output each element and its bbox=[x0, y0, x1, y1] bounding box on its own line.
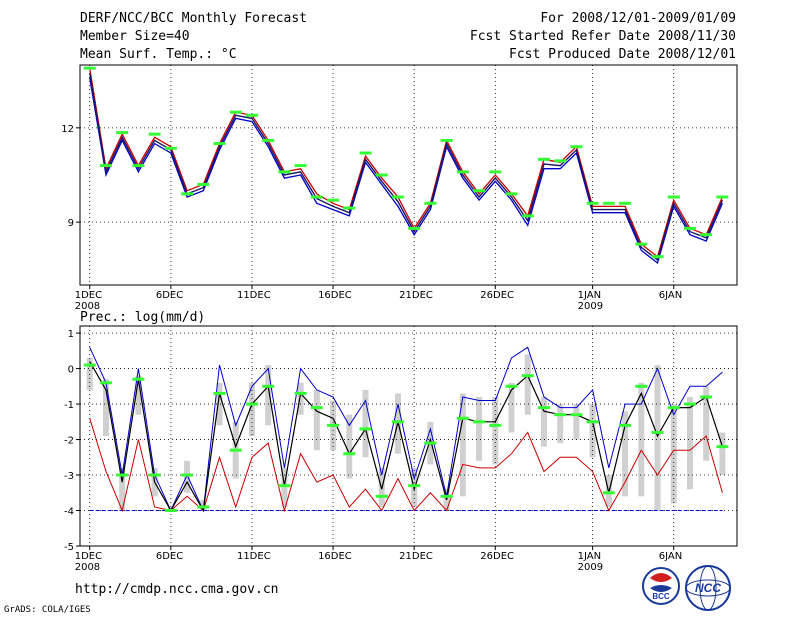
bcc-logo-text: BCC bbox=[652, 592, 670, 601]
ncc-logo: NCC bbox=[685, 565, 731, 611]
spread-bar bbox=[524, 354, 531, 415]
spread-bar bbox=[313, 389, 320, 451]
spread-bar bbox=[167, 506, 174, 511]
y-tick-label: -5 bbox=[64, 542, 74, 553]
x-tick-label: 16DEC bbox=[318, 551, 352, 562]
spread-bar bbox=[248, 382, 255, 436]
x-tick-label: 6DEC bbox=[156, 290, 183, 301]
y-tick-label: 12 bbox=[61, 124, 74, 135]
y-tick-label: -4 bbox=[64, 507, 74, 518]
y-tick-label: -1 bbox=[64, 400, 74, 411]
spread-bar bbox=[281, 467, 288, 507]
x-tick-label: 26DEC bbox=[480, 551, 514, 562]
spread-bar bbox=[362, 389, 369, 458]
x-tick-year: 2008 bbox=[75, 301, 100, 312]
member-size: Member Size=40 bbox=[80, 29, 190, 44]
prec-max-line bbox=[89, 346, 723, 513]
spread-bar bbox=[654, 365, 661, 511]
spread-bar bbox=[573, 404, 580, 440]
spread-bar bbox=[459, 393, 466, 497]
variable-label: Mean Surf. Temp.: °C bbox=[80, 47, 237, 62]
chart-title: DERF/NCC/BCC Monthly Forecast bbox=[80, 11, 307, 26]
x-tick-label: 11DEC bbox=[237, 551, 271, 562]
spread-bar bbox=[102, 379, 109, 436]
temp-mean-line bbox=[89, 72, 724, 262]
y-tick-label: 0 bbox=[68, 365, 74, 376]
spread-bar bbox=[119, 467, 126, 511]
spread-bar bbox=[200, 499, 207, 511]
forecast-period: For 2008/12/01-2009/01/09 bbox=[540, 11, 736, 26]
produced-date: Fcst Produced Date 2008/12/01 bbox=[509, 47, 736, 62]
y-tick-label: 1 bbox=[68, 329, 74, 340]
started-date: Fcst Started Refer Date 2008/11/30 bbox=[469, 29, 736, 44]
source-url[interactable]: http://cmdp.ncc.cma.gov.cn bbox=[75, 582, 279, 597]
spread-bar bbox=[216, 382, 223, 426]
x-tick-year: 2009 bbox=[578, 301, 603, 312]
x-tick-label: 1DEC bbox=[75, 290, 102, 301]
spread-bar bbox=[686, 396, 693, 490]
x-tick-label: 1JAN bbox=[578, 290, 601, 301]
spread-bar bbox=[508, 382, 515, 433]
y-tick-label: -3 bbox=[64, 471, 74, 482]
spread-bar bbox=[703, 386, 710, 461]
temp-lower-line bbox=[89, 77, 723, 265]
grads-credit: GrADS: COLA/IGES bbox=[4, 605, 91, 615]
spread-bar bbox=[719, 432, 726, 476]
x-tick-label: 1DEC bbox=[75, 551, 102, 562]
spread-bar bbox=[622, 411, 629, 497]
spread-bar bbox=[476, 396, 483, 461]
x-tick-label: 1JAN bbox=[578, 551, 601, 562]
prec-label: Prec.: log(mm/d) bbox=[80, 310, 206, 325]
y-tick-label: -2 bbox=[64, 436, 74, 447]
x-tick-label: 6JAN bbox=[659, 290, 682, 301]
prec-min-line bbox=[89, 418, 723, 513]
temp-upper-line bbox=[89, 67, 723, 258]
spread-bar bbox=[557, 404, 564, 444]
spread-bar bbox=[135, 375, 142, 415]
x-tick-label: 11DEC bbox=[237, 290, 271, 301]
spread-bar bbox=[638, 382, 645, 497]
spread-bar bbox=[86, 357, 93, 390]
ncc-logo-text: NCC bbox=[695, 581, 721, 595]
x-tick-year: 2009 bbox=[578, 562, 603, 573]
plot-frame bbox=[79, 64, 738, 286]
spread-bar bbox=[184, 460, 191, 493]
x-tick-label: 21DEC bbox=[399, 290, 433, 301]
spread-bar bbox=[297, 382, 304, 415]
x-tick-label: 16DEC bbox=[318, 290, 352, 301]
plot-frame bbox=[79, 325, 738, 547]
spread-bar bbox=[540, 396, 547, 447]
spread-bar bbox=[265, 365, 272, 426]
bcc-logo: BCC bbox=[642, 567, 680, 605]
y-tick-label: 9 bbox=[68, 218, 74, 229]
prec-mean-line bbox=[89, 361, 723, 513]
x-tick-label: 6JAN bbox=[659, 551, 682, 562]
x-tick-label: 21DEC bbox=[399, 551, 433, 562]
spread-bar bbox=[346, 414, 353, 479]
x-tick-label: 6DEC bbox=[156, 551, 183, 562]
x-tick-year: 2008 bbox=[75, 562, 100, 573]
spread-bar bbox=[670, 404, 677, 504]
x-tick-label: 26DEC bbox=[480, 290, 514, 301]
